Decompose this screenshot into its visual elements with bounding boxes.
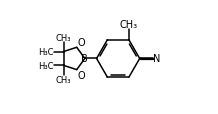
Text: H₃C: H₃C	[38, 48, 54, 57]
Text: N: N	[153, 54, 160, 64]
Text: CH₃: CH₃	[56, 34, 71, 43]
Text: CH₃: CH₃	[56, 75, 71, 84]
Text: B: B	[82, 54, 88, 64]
Text: H₃C: H₃C	[38, 61, 54, 70]
Text: O: O	[78, 70, 85, 80]
Text: CH₃: CH₃	[120, 20, 138, 30]
Text: O: O	[78, 38, 85, 48]
